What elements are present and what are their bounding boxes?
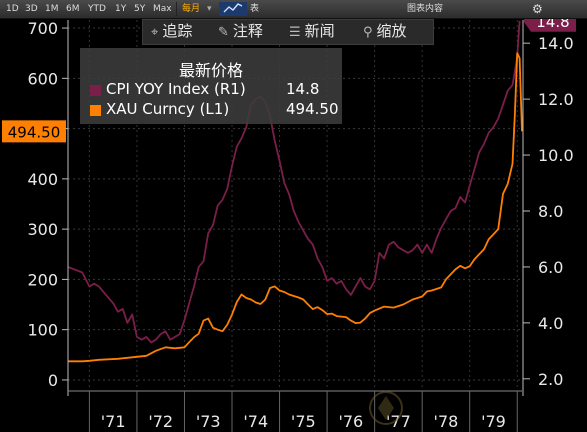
right-tick-label: 2.0	[538, 370, 563, 389]
x-tick-label: '79	[481, 412, 506, 431]
x-tick-label: '71	[101, 412, 126, 431]
right-tick-label: 6.0	[538, 258, 563, 277]
left-tick-label: 200	[27, 270, 58, 289]
xau-series-line	[68, 52, 523, 363]
legend-title: 最新价格	[178, 61, 243, 80]
track-button[interactable]: ⌖ 追踪	[151, 20, 192, 44]
annotate-label: 注释	[232, 22, 263, 40]
left-tick-label: 400	[27, 170, 58, 189]
cpi-swatch	[90, 85, 101, 96]
watermark-logo	[369, 391, 403, 425]
left-tick-label: 300	[27, 220, 58, 239]
crosshair-icon: ⌖	[151, 25, 159, 40]
cpi-legend-name: CPI YOY Index (R1)	[106, 80, 246, 98]
right-tick-label: 4.0	[538, 314, 563, 333]
series-lines	[67, 20, 523, 363]
legend: 最新价格 CPI YOY Index (R1) 14.8 XAU Curncy …	[80, 48, 342, 124]
xau-legend-value: 494.50	[286, 100, 339, 118]
cpi-legend-value: 14.8	[286, 80, 320, 98]
track-label: 追踪	[162, 22, 193, 40]
x-tick-label: '73	[196, 412, 221, 431]
right-tick-label: 12.0	[538, 90, 574, 109]
right-axis: 2.0 4.0 6.0 8.0 10.0 12.0 14.0	[522, 20, 574, 396]
x-tick-label: '77	[386, 412, 411, 431]
toolbar: 1D 3D 1M 6M YTD 1Y 5Y Max 每月 ▾ 表 图表内容 ⚙	[0, 0, 587, 19]
zoom-button[interactable]: ⚲ 缩放	[363, 20, 407, 44]
zoom-icon: ⚲	[363, 25, 373, 40]
chart-menubar: ⌖ 追踪 ✎ 注释 ☰ 新闻 ⚲ 缩放	[142, 19, 434, 45]
range-max-button[interactable]: Max	[153, 4, 172, 14]
left-axis: 0100200300400500600700	[27, 19, 69, 396]
left-tick-label: 700	[27, 19, 58, 38]
xau-last-value-badge	[2, 120, 66, 143]
list-icon: ☰	[289, 25, 301, 40]
news-label: 新闻	[304, 22, 335, 40]
range-5y-button[interactable]: 5Y	[134, 4, 146, 14]
x-tick-label: '72	[148, 412, 173, 431]
range-1d-button[interactable]: 1D	[6, 4, 19, 14]
table-view-button[interactable]: 表	[250, 4, 260, 14]
right-tick-label: 10.0	[538, 146, 574, 165]
pencil-icon: ✎	[218, 25, 229, 40]
range-3d-button[interactable]: 3D	[25, 4, 38, 14]
range-1m-button[interactable]: 1M	[45, 4, 59, 14]
line-chart-glyph	[223, 3, 243, 13]
x-tick-label: '74	[243, 412, 268, 431]
chart-content-button[interactable]: 图表内容	[407, 4, 444, 14]
left-tick-label: 0	[48, 371, 58, 390]
last-value-badges: 494.50 14.8	[2, 9, 576, 143]
line-chart-icon[interactable]	[219, 2, 247, 16]
range-6m-button[interactable]: 6M	[66, 4, 80, 14]
gear-icon[interactable]: ⚙	[532, 2, 543, 16]
xau-legend-name: XAU Curncy (L1)	[106, 100, 230, 118]
cpi-series-line	[67, 20, 521, 344]
frequency-select[interactable]: 每月	[182, 4, 201, 14]
left-tick-label: 100	[27, 321, 58, 340]
dropdown-icon[interactable]: ▾	[207, 4, 212, 14]
x-tick-label: '75	[291, 412, 316, 431]
news-button[interactable]: ☰ 新闻	[289, 20, 335, 44]
x-tick-label: '76	[338, 412, 363, 431]
range-1y-button[interactable]: 1Y	[115, 4, 127, 14]
xau-swatch	[90, 105, 101, 116]
xau-last-value-text: 494.50	[8, 123, 61, 141]
x-tick-label: '78	[434, 412, 459, 431]
left-tick-label: 600	[27, 69, 58, 88]
annotate-button[interactable]: ✎ 注释	[218, 20, 263, 44]
right-tick-label: 8.0	[538, 202, 563, 221]
right-tick-label: 14.0	[538, 34, 574, 53]
range-ytd-button[interactable]: YTD	[88, 4, 106, 14]
zoom-label: 缩放	[376, 22, 407, 40]
x-axis: '71 '72 '73 '74 '75 '76 '77 '78 '79	[68, 390, 522, 432]
